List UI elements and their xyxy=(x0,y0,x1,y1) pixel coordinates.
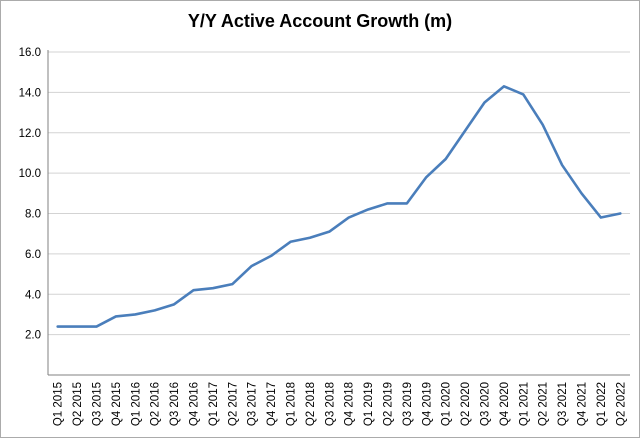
x-tick-label: Q4 2016 xyxy=(189,382,201,426)
x-tick-label: Q1 2021 xyxy=(518,382,530,426)
y-tick-label: 2.0 xyxy=(25,330,41,342)
x-tick-label: Q4 2017 xyxy=(266,382,278,426)
x-tick-label: Q3 2015 xyxy=(92,382,104,426)
x-tick-label: Q1 2020 xyxy=(441,382,453,426)
y-tick-label: 12.0 xyxy=(19,128,41,140)
x-tick-label: Q2 2019 xyxy=(383,382,395,426)
y-tick-label: 10.0 xyxy=(19,168,41,180)
x-tick-label: Q3 2020 xyxy=(480,382,492,426)
series-line xyxy=(56,85,622,328)
x-tick-label: Q1 2018 xyxy=(286,382,298,426)
x-tick-label: Q2 2016 xyxy=(150,382,162,426)
x-tick-label: Q2 2022 xyxy=(615,382,627,426)
x-tick-label: Q4 2019 xyxy=(421,382,433,426)
x-tick-label: Q1 2016 xyxy=(130,382,142,426)
x-tick-label: Q2 2017 xyxy=(227,382,239,426)
x-tick-label: Q1 2015 xyxy=(53,382,65,426)
x-tick-label: Q3 2019 xyxy=(402,382,414,426)
x-tick-label: Q2 2020 xyxy=(460,382,472,426)
x-tick-label: Q3 2018 xyxy=(324,382,336,426)
x-tick-label: Q2 2015 xyxy=(72,382,84,426)
x-tick-label: Q4 2021 xyxy=(577,382,589,426)
x-tick-label: Q3 2017 xyxy=(247,382,259,426)
x-tick-label: Q4 2020 xyxy=(499,382,511,426)
x-tick-label: Q4 2018 xyxy=(344,382,356,426)
chart-title: Y/Y Active Account Growth (m) xyxy=(187,11,453,31)
x-tick-label: Q1 2019 xyxy=(363,382,375,426)
y-tick-label: 6.0 xyxy=(25,249,41,261)
x-tick-label: Q1 2017 xyxy=(208,382,220,426)
x-tick-label: Q3 2021 xyxy=(557,382,569,426)
x-tick-label: Q3 2016 xyxy=(169,382,181,426)
y-tick-label: 4.0 xyxy=(25,289,41,301)
y-tick-label: 16.0 xyxy=(19,47,41,59)
x-tick-label: Q4 2015 xyxy=(111,382,123,426)
x-tick-label: Q1 2022 xyxy=(596,382,608,426)
x-tick-label: Q2 2018 xyxy=(305,382,317,426)
y-tick-label: 14.0 xyxy=(19,87,41,99)
y-tick-label: 8.0 xyxy=(25,209,41,221)
x-tick-label: Q2 2021 xyxy=(538,382,550,426)
